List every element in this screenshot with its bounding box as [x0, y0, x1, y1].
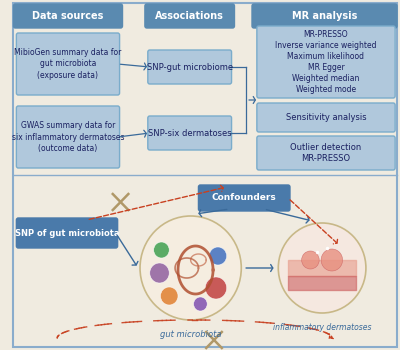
Text: Data sources: Data sources — [32, 11, 104, 21]
FancyBboxPatch shape — [16, 218, 118, 248]
FancyBboxPatch shape — [257, 136, 395, 170]
Circle shape — [205, 277, 227, 299]
FancyBboxPatch shape — [16, 33, 120, 95]
Circle shape — [194, 297, 207, 311]
FancyBboxPatch shape — [16, 106, 120, 168]
FancyBboxPatch shape — [198, 185, 290, 211]
FancyBboxPatch shape — [252, 4, 397, 28]
Text: inflammatory dermatoses: inflammatory dermatoses — [273, 323, 371, 332]
Circle shape — [160, 287, 178, 305]
FancyBboxPatch shape — [257, 26, 395, 98]
Circle shape — [209, 247, 227, 265]
FancyBboxPatch shape — [14, 4, 122, 28]
Text: SNP of gut microbiota: SNP of gut microbiota — [15, 229, 119, 238]
Circle shape — [278, 223, 366, 313]
Text: Sensitivity analysis: Sensitivity analysis — [286, 113, 366, 122]
FancyBboxPatch shape — [257, 103, 395, 132]
FancyBboxPatch shape — [145, 4, 234, 28]
Text: GWAS summary data for
six inflammatory dermatoses
(outcome data): GWAS summary data for six inflammatory d… — [12, 121, 124, 153]
Text: SNP-six dermatoses: SNP-six dermatoses — [148, 128, 232, 138]
Text: Confounders: Confounders — [212, 194, 276, 203]
Text: MR analysis: MR analysis — [292, 11, 357, 21]
Text: MibioGen summary data for
gut microbiota
(exposure data): MibioGen summary data for gut microbiota… — [14, 48, 122, 79]
Circle shape — [321, 249, 342, 271]
Text: Outlier detection
MR-PRESSO: Outlier detection MR-PRESSO — [290, 143, 362, 163]
Circle shape — [302, 251, 319, 269]
Circle shape — [150, 263, 169, 283]
Circle shape — [154, 242, 169, 258]
FancyBboxPatch shape — [148, 50, 232, 84]
FancyBboxPatch shape — [148, 116, 232, 150]
FancyBboxPatch shape — [14, 3, 397, 347]
Circle shape — [140, 216, 241, 320]
Text: MR-PRESSO
Inverse variance weighted
Maximum likelihood
MR Egger
Weighted median
: MR-PRESSO Inverse variance weighted Maxi… — [275, 30, 377, 94]
Text: Associations: Associations — [155, 11, 224, 21]
Text: gut microbiota: gut microbiota — [160, 330, 222, 339]
Text: SNP-gut microbiome: SNP-gut microbiome — [147, 63, 233, 71]
